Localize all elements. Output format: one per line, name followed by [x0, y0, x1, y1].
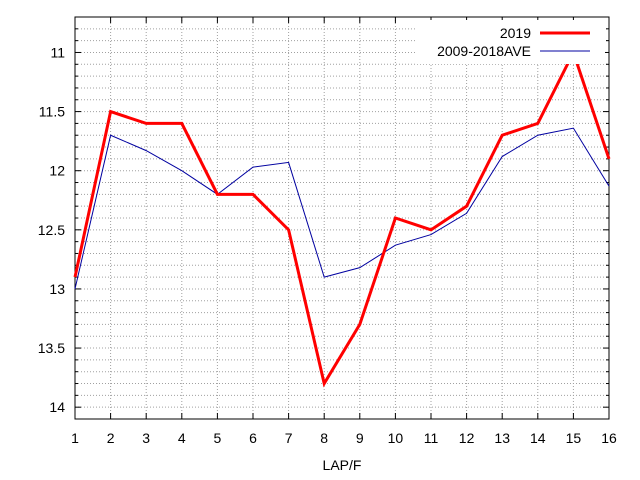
y-tick-label: 11.5 — [39, 104, 65, 120]
legend-label: 2019 — [500, 25, 531, 41]
x-tick-label: 4 — [178, 430, 186, 446]
y-tick-label: 12.5 — [38, 222, 65, 238]
legend: 2019 2009-2018AVE — [415, 20, 605, 64]
x-tick-label: 13 — [494, 430, 510, 446]
series-lines — [73, 48, 611, 388]
x-tick-label: 10 — [388, 430, 404, 446]
axis-ticks: 1 2 3 4 5 6 7 8 9 10 11 12 13 14 15 161111.51212.51313.… — [38, 17, 617, 446]
series-line-1 — [73, 48, 611, 388]
y-tick-label: 12 — [49, 163, 65, 179]
legend-label: 2009-2018AVE — [437, 43, 531, 59]
x-tick-label: 8 — [320, 430, 328, 446]
grid — [74, 17, 610, 419]
legend-background — [415, 20, 605, 64]
x-tick-label: 14 — [530, 430, 546, 446]
y-tick-label: 13 — [49, 281, 65, 297]
x-axis-title: LAP/F — [323, 457, 362, 473]
x-tick-label: 15 — [566, 430, 582, 446]
x-tick-label: 16 — [601, 430, 617, 446]
y-tick-label: 11 — [50, 44, 65, 60]
y-tick-label: 14 — [49, 399, 65, 415]
x-tick-label: 7 — [285, 430, 293, 446]
x-tick-label: 5 — [214, 430, 222, 446]
series-line-2 — [74, 127, 610, 290]
x-tick-label: 12 — [459, 430, 475, 446]
x-tick-label: 9 — [356, 430, 364, 446]
y-tick-label: 13.5 — [38, 340, 65, 356]
x-tick-label: 1 — [71, 430, 79, 446]
x-tick-label: 11 — [424, 430, 439, 446]
x-tick-label: 6 — [249, 430, 257, 446]
x-tick-label: 3 — [142, 430, 150, 446]
x-tick-label: 2 — [107, 430, 115, 446]
